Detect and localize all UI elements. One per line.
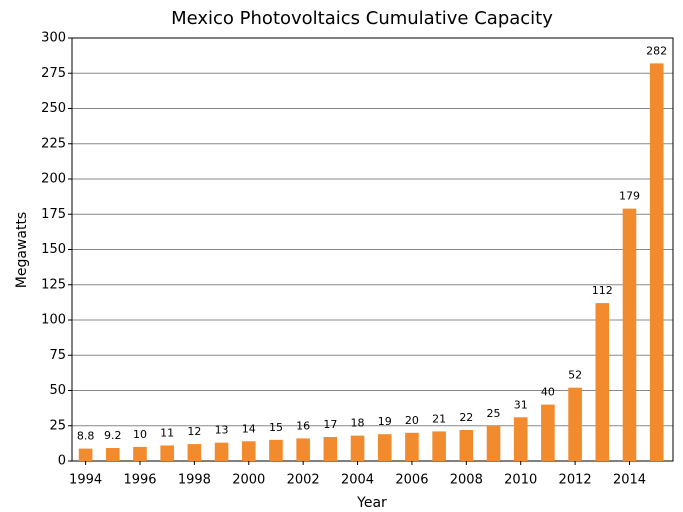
y-tick-label: 25 (49, 418, 66, 433)
bar (622, 208, 637, 461)
bar (432, 431, 446, 461)
y-tick-label: 150 (41, 242, 66, 257)
bar (269, 439, 283, 461)
y-tick-label: 50 (49, 383, 66, 398)
bar (568, 387, 582, 461)
bar (486, 425, 501, 461)
y-axis-label: Megawatts (14, 212, 30, 288)
data-label: 18 (351, 417, 365, 430)
bar (187, 444, 202, 461)
data-label: 25 (487, 407, 501, 420)
data-label: 179 (619, 190, 640, 203)
data-label: 14 (242, 422, 256, 435)
data-label: 13 (215, 424, 229, 437)
bar (459, 429, 474, 461)
bar (78, 448, 93, 461)
x-tick-label: 2012 (559, 473, 592, 488)
bar (160, 445, 174, 461)
x-tick-label: 2010 (504, 473, 537, 488)
data-label: 112 (592, 284, 613, 297)
bar (133, 446, 147, 461)
x-tick-label: 2008 (450, 473, 483, 488)
data-label: 17 (323, 418, 337, 431)
bar (541, 404, 555, 461)
bar (405, 432, 419, 461)
x-tick-label: 2002 (287, 473, 320, 488)
x-tick-label: 2014 (613, 473, 646, 488)
bar (595, 303, 610, 461)
bar (241, 441, 256, 461)
data-label: 11 (160, 426, 174, 439)
data-label: 8.8 (77, 430, 95, 443)
x-axis-label: Year (356, 495, 387, 511)
bar (350, 435, 365, 461)
y-tick-label: 300 (41, 31, 66, 46)
bar (105, 448, 120, 461)
data-label: 40 (541, 386, 555, 399)
data-label: 282 (646, 44, 667, 57)
bar (323, 437, 338, 461)
bar (296, 438, 310, 461)
y-tick-label: 200 (41, 172, 66, 187)
data-label: 19 (378, 415, 392, 428)
y-tick-label: 75 (49, 348, 66, 363)
y-tick-label: 175 (41, 207, 66, 222)
data-label: 20 (405, 414, 419, 427)
x-tick-label: 1998 (178, 473, 211, 488)
x-tick-label: 2004 (341, 473, 374, 488)
bar (513, 417, 528, 461)
x-tick-label: 2000 (232, 473, 265, 488)
x-tick-label: 1996 (123, 473, 156, 488)
data-label: 22 (459, 411, 473, 424)
data-label: 12 (187, 425, 201, 438)
bar (377, 434, 392, 461)
y-tick-label: 225 (41, 136, 66, 151)
y-tick-label: 125 (41, 277, 66, 292)
x-tick-label: 2006 (395, 473, 428, 488)
y-tick-label: 275 (41, 66, 66, 81)
bar (649, 63, 664, 461)
bar (214, 442, 229, 461)
y-tick-label: 100 (41, 313, 66, 328)
data-label: 15 (269, 421, 283, 434)
y-tick-label: 250 (41, 101, 66, 116)
plot-frame (71, 37, 674, 462)
x-tick-label: 1994 (69, 473, 102, 488)
data-label: 52 (568, 369, 582, 382)
data-label: 9.2 (104, 429, 122, 442)
data-label: 10 (133, 428, 147, 441)
data-label: 16 (296, 419, 310, 432)
data-label: 31 (514, 398, 528, 411)
y-tick-label: 0 (58, 454, 66, 469)
chart-title: Mexico Photovoltaics Cumulative Capacity (171, 8, 553, 29)
data-label: 21 (432, 412, 446, 425)
